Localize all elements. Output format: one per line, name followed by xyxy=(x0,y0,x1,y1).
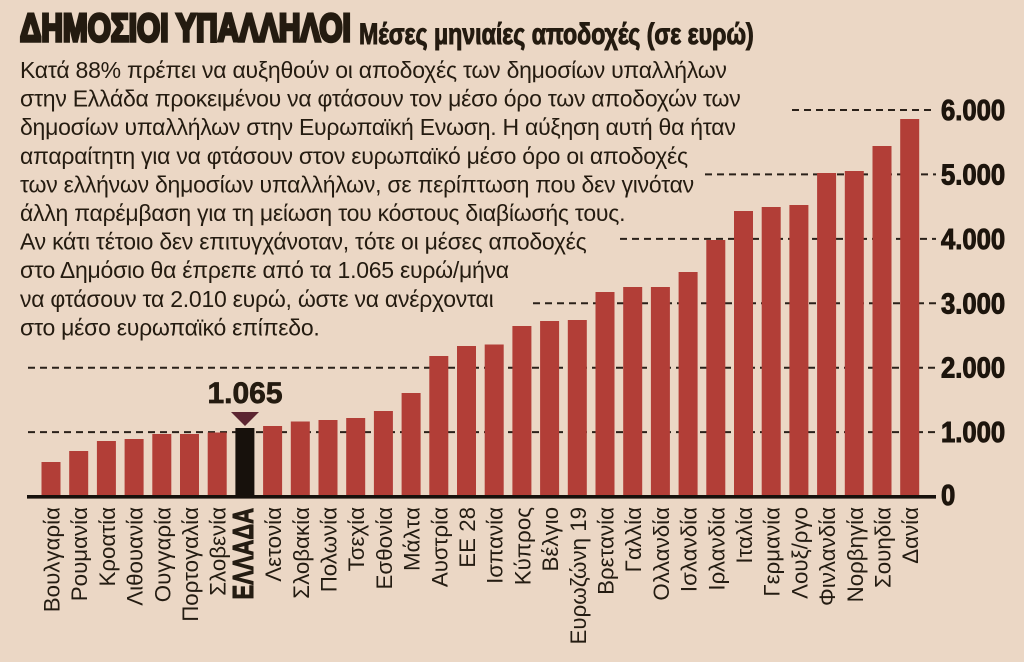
svg-text:Ευρωζώνη 19: Ευρωζώνη 19 xyxy=(566,507,591,644)
svg-text:Φινλανδία: Φινλανδία xyxy=(815,507,840,606)
svg-text:Ιταλία: Ιταλία xyxy=(732,507,757,564)
svg-text:1.065: 1.065 xyxy=(207,377,282,410)
svg-text:Βέλγιο: Βέλγιο xyxy=(538,507,563,571)
svg-text:Βρετανία: Βρετανία xyxy=(594,507,619,595)
svg-text:να φτάσουν τα 2.010 ευρώ, ώστε: να φτάσουν τα 2.010 ευρώ, ώστε να ανέρχο… xyxy=(20,286,494,312)
svg-text:Δανία: Δανία xyxy=(898,507,923,564)
svg-text:Πολωνία: Πολωνία xyxy=(317,507,342,592)
svg-text:Αν κάτι τέτοιο δεν επιτυγχάνοτ: Αν κάτι τέτοιο δεν επιτυγχάνοταν, τότε ο… xyxy=(20,229,587,255)
svg-text:Λουξ/ργο: Λουξ/ργο xyxy=(787,507,812,599)
svg-text:Μάλτα: Μάλτα xyxy=(400,507,425,571)
svg-text:ΕΕ 28: ΕΕ 28 xyxy=(455,507,480,568)
svg-text:1.000: 1.000 xyxy=(941,416,1005,449)
svg-text:Εσθονία: Εσθονία xyxy=(372,507,397,590)
svg-text:Βουλγαρία: Βουλγαρία xyxy=(40,507,65,612)
svg-text:δημοσίων υπαλλήλων στην Ευρωπα: δημοσίων υπαλλήλων στην Ευρωπαϊκή Ενωση.… xyxy=(20,114,736,140)
svg-text:στο Δημόσιο θα έπρεπε από τα 1: στο Δημόσιο θα έπρεπε από τα 1.065 ευρώ/… xyxy=(20,257,509,283)
svg-text:Νορβηγία: Νορβηγία xyxy=(843,507,868,603)
svg-text:Κατά 88% πρέπει να αυξηθούν οι: Κατά 88% πρέπει να αυξηθούν οι αποδοχές … xyxy=(20,57,727,83)
svg-text:Αυστρία: Αυστρία xyxy=(427,507,452,587)
svg-text:5.000: 5.000 xyxy=(941,158,1005,191)
svg-text:Ολλανδία: Ολλανδία xyxy=(649,507,674,601)
svg-text:Πορτογαλία: Πορτογαλία xyxy=(178,507,203,622)
svg-text:ΕΛΛΑΔΑ: ΕΛΛΑΔΑ xyxy=(228,508,259,600)
svg-text:Σλοβακία: Σλοβακία xyxy=(289,507,314,599)
svg-text:των ελλήνων δημοσίων υπαλλήλων: των ελλήνων δημοσίων υπαλλήλων, σε περίπ… xyxy=(20,171,694,197)
svg-text:ΔΗΜΟΣΙΟΙ ΥΠΑΛΛΗΛΟΙ: ΔΗΜΟΣΙΟΙ ΥΠΑΛΛΗΛΟΙ xyxy=(20,7,351,50)
svg-text:Ουγγαρία: Ουγγαρία xyxy=(150,507,175,602)
svg-text:Τσεχία: Τσεχία xyxy=(344,507,369,572)
svg-text:Γαλλία: Γαλλία xyxy=(621,507,646,572)
svg-text:Ρουμανία: Ρουμανία xyxy=(67,507,92,601)
svg-text:Γερμανία: Γερμανία xyxy=(760,507,785,597)
svg-text:Κύπρος: Κύπρος xyxy=(510,507,535,586)
svg-text:Λετονία: Λετονία xyxy=(261,507,286,582)
svg-text:2.000: 2.000 xyxy=(941,351,1005,384)
svg-text:στην Ελλάδα προκειμένου να φτά: στην Ελλάδα προκειμένου να φτάσουν τον μ… xyxy=(20,86,741,112)
svg-text:απαραίτητη για να φτάσουν στον: απαραίτητη για να φτάσουν στον ευρωπαϊκό… xyxy=(20,143,688,169)
svg-text:Σουηδία: Σουηδία xyxy=(871,507,896,588)
svg-text:στο μέσο ευρωπαϊκό επίπεδο.: στο μέσο ευρωπαϊκό επίπεδο. xyxy=(20,314,320,340)
svg-text:Ιρλανδία: Ιρλανδία xyxy=(704,507,729,591)
svg-text:Λιθουανία: Λιθουανία xyxy=(123,507,148,606)
svg-text:6.000: 6.000 xyxy=(941,94,1005,127)
svg-text:Ισπανία: Ισπανία xyxy=(483,507,508,584)
svg-text:Κροατία: Κροατία xyxy=(95,507,120,587)
svg-text:Ισλανδία: Ισλανδία xyxy=(677,507,702,592)
svg-text:Μέσες μηνιαίες αποδοχές (σε ευ: Μέσες μηνιαίες αποδοχές (σε ευρώ) xyxy=(359,17,754,51)
svg-text:0: 0 xyxy=(941,479,955,512)
svg-text:άλλη παρέμβαση για τη μείωση τ: άλλη παρέμβαση για τη μείωση του κόστους… xyxy=(20,200,625,226)
svg-text:Σλοβενία: Σλοβενία xyxy=(206,507,231,596)
svg-text:3.000: 3.000 xyxy=(941,287,1005,320)
svg-text:4.000: 4.000 xyxy=(941,223,1005,256)
